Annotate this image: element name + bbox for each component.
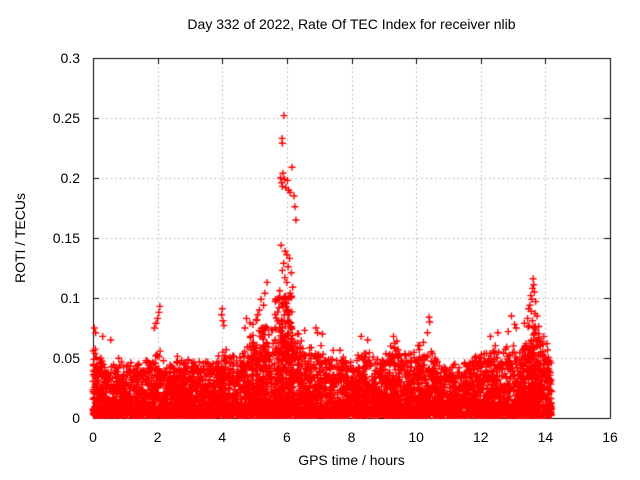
y-tick-label: 0.05 [52, 350, 80, 366]
chart-title: Day 332 of 2022, Rate Of TEC Index for r… [187, 16, 516, 32]
x-tick-label: 6 [282, 429, 291, 445]
y-tick-label: 0.1 [60, 290, 80, 306]
y-tick-label: 0.2 [60, 170, 80, 186]
x-tick-label: 4 [218, 429, 227, 445]
x-tick-label: 8 [347, 429, 356, 445]
x-tick-label: 16 [602, 429, 618, 445]
y-tick-label: 0.25 [52, 110, 80, 126]
x-tick-label: 0 [89, 429, 97, 445]
x-tick-label: 10 [408, 429, 424, 445]
x-axis-label: GPS time / hours [298, 452, 405, 468]
x-tick-label: 2 [153, 429, 162, 445]
y-tick-label: 0.3 [60, 50, 80, 66]
x-tick-label: 12 [472, 429, 489, 445]
x-tick-label: 14 [537, 429, 554, 445]
y-tick-label: 0 [72, 410, 80, 426]
y-tick-label: 0.15 [52, 230, 80, 246]
